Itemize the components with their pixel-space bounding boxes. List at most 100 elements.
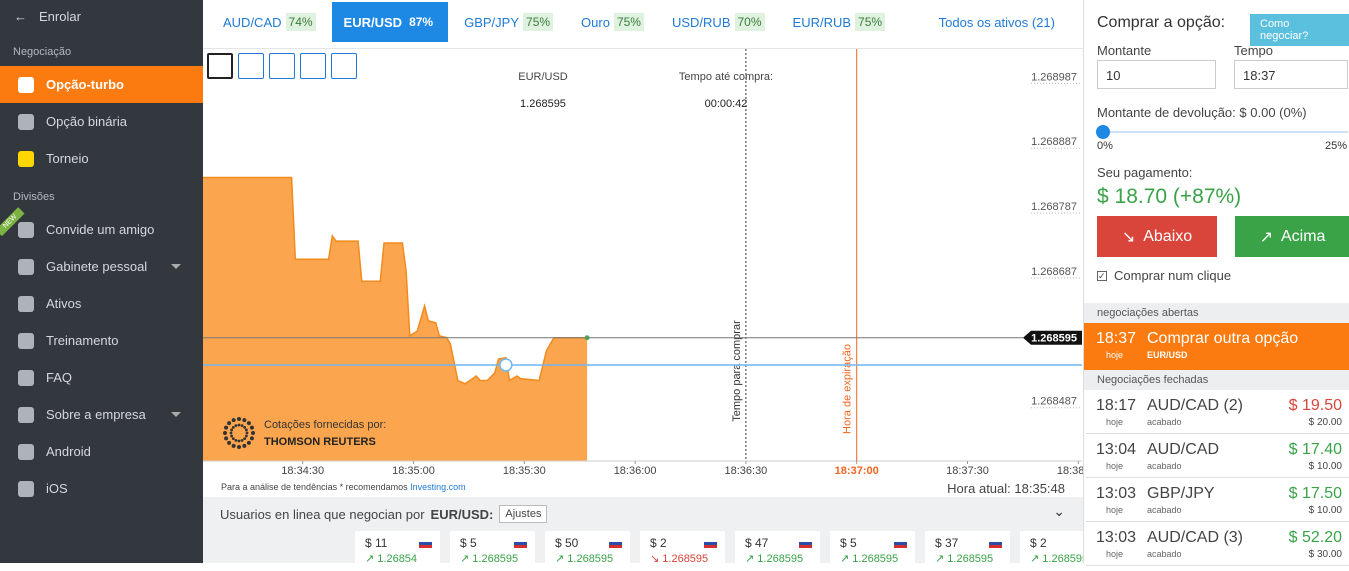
clock-value: 18:35:48 <box>1014 481 1065 496</box>
nav-label: Gabinete pessoal <box>46 259 148 274</box>
tool-area[interactable] <box>207 53 233 79</box>
x-tick-label: 18:36:00 <box>614 465 657 477</box>
logo-dot <box>230 428 234 432</box>
nav-item[interactable]: Convide um amigo NEW <box>0 206 203 248</box>
trade-time: 18:17 <box>1096 397 1137 414</box>
collapse[interactable]: ⌄ <box>1053 503 1065 519</box>
nav-icon <box>18 443 34 460</box>
logo-dot <box>242 443 247 448</box>
nav-caret <box>171 264 181 274</box>
nav-item[interactable]: Opção-turbo <box>0 66 203 103</box>
refund-value: $ 0.00 (0%) <box>1239 105 1307 120</box>
trade-time: 13:04 <box>1096 441 1137 458</box>
all-assets[interactable]: Todos os ativos (21) <box>938 15 1055 30</box>
down-button[interactable]: ↘ Abaixo <box>1097 216 1217 257</box>
y-tick-label: 1.268687 <box>1031 266 1077 278</box>
payout-label: Seu pagamento: <box>1097 165 1193 180</box>
asset-tab[interactable]: EUR/USD 87% <box>331 2 449 42</box>
logo-dot <box>230 434 234 438</box>
settings-select[interactable]: Ajustes <box>499 505 548 523</box>
provider-label: Cotações fornecidas por: <box>264 419 386 431</box>
amount-input[interactable]: 10 <box>1097 60 1216 89</box>
tool-zoom-out[interactable] <box>269 53 295 79</box>
card-flag <box>419 539 432 548</box>
logo-dot <box>243 437 247 441</box>
tool-zoom-in[interactable] <box>300 53 326 79</box>
logo-dot <box>245 431 249 435</box>
back-link[interactable]: ← Enrolar <box>0 0 203 32</box>
asset-tab[interactable]: AUD/CAD 74% <box>211 2 328 42</box>
logo-dot <box>227 421 232 426</box>
card-flag <box>989 539 1002 548</box>
trade-payout: $ 17.50 <box>1288 485 1342 502</box>
slider-knob[interactable] <box>1096 125 1110 139</box>
note-link[interactable]: Investing.com <box>410 482 466 492</box>
nav-item[interactable]: Opção binária <box>0 103 203 140</box>
user-card: $ 37 ↗ 1.268595 <box>925 531 1010 571</box>
nav-label: FAQ <box>46 370 73 385</box>
nav-item[interactable]: Treinamento <box>0 322 203 359</box>
logo-dot <box>237 439 241 443</box>
up-button[interactable]: ↗ Acima <box>1235 216 1349 257</box>
logo-dot <box>244 428 248 432</box>
online-text: Usuarios en linea que negocian por <box>220 506 425 522</box>
time-select[interactable]: 18:37 <box>1234 60 1348 89</box>
down-icon: ↘ <box>1121 228 1136 246</box>
closed-trade: 18:17 hoje AUD/CAD (2) acabado $ 19.50 $ 20.0… <box>1086 390 1349 434</box>
one-click[interactable]: ✓ Comprar num clique <box>1097 268 1231 283</box>
nav-item[interactable]: iOS <box>0 470 203 507</box>
tool-candles[interactable] <box>238 53 264 79</box>
logo-dot <box>243 425 247 429</box>
nav-item[interactable]: Sobre a empresa <box>0 396 203 433</box>
logo-dot <box>237 445 241 449</box>
trade-time: 13:03 <box>1096 529 1137 546</box>
trade-payout: $ 19.50 <box>1288 397 1342 414</box>
help-button[interactable]: Como negociar? <box>1250 14 1349 46</box>
logo-dot <box>231 418 236 423</box>
logo-dot <box>251 431 255 435</box>
x-tick-label: 18:37:30 <box>946 465 989 477</box>
trend-note: Para a análise de tendências * recomenda… <box>221 482 466 492</box>
tab-payout: 75% <box>613 13 644 31</box>
tool-undo[interactable] <box>331 53 357 79</box>
card-amount: $ 5 <box>460 536 477 550</box>
logo-dot <box>234 424 238 428</box>
online-users: Usuarios en linea que negocian por EUR/US… <box>203 497 1105 571</box>
tab-name: USD/RUB <box>671 14 731 30</box>
y-tick-label: 1.268487 <box>1031 396 1077 408</box>
card-arrow: ↗ <box>365 553 378 565</box>
open-trade[interactable]: 18:37 hoje Comprar outra opção EUR/USD <box>1084 323 1349 370</box>
logo-dot <box>249 425 254 430</box>
trade-stake: $ 20.00 <box>1308 417 1342 428</box>
tab-name: EUR/USD <box>343 14 403 30</box>
asset-tab[interactable]: USD/RUB 70% <box>660 2 777 42</box>
nav-item[interactable]: Gabinete pessoal <box>0 248 203 285</box>
card-arrow: ↗ <box>935 553 948 565</box>
nav-icon <box>18 480 34 497</box>
nav-item[interactable]: Torneio <box>0 140 203 177</box>
card-price-value: 1.268595 <box>472 553 519 565</box>
online-title: Usuarios en linea que negocian por EUR/US… <box>220 505 548 523</box>
logo-dot <box>231 425 235 429</box>
trade-day: hoje <box>1106 549 1124 559</box>
asset-tab[interactable]: Ouro 75% <box>569 2 656 42</box>
card-flag <box>799 539 812 548</box>
checkbox[interactable]: ✓ <box>1097 270 1107 281</box>
user-card: $ 50 ↗ 1.268595 <box>545 531 630 571</box>
nav-item[interactable]: FAQ <box>0 359 203 396</box>
card-flag <box>704 539 717 548</box>
asset-tab[interactable]: GBP/JPY 75% <box>452 2 565 42</box>
logo-dot <box>234 438 238 442</box>
user-card: $ 5 ↗ 1.268595 <box>830 531 915 571</box>
asset-tab[interactable]: EUR/RUB 75% <box>781 2 898 42</box>
tab-payout: 70% <box>734 13 765 31</box>
order-panel: Comprar a opção: Como negociar? Montante… <box>1083 0 1349 566</box>
card-price: ↗ 1.268595 <box>460 552 535 565</box>
trade-status: acabado <box>1147 461 1182 471</box>
price-chart: 1.268487 1.268687 1.268787 1.268887 1.268987… <box>203 48 1083 477</box>
nav-item[interactable]: Android <box>0 433 203 470</box>
card-price-value: 1.268595 <box>567 553 614 565</box>
tab-payout: 74% <box>285 13 316 31</box>
nav-item[interactable]: Ativos <box>0 285 203 322</box>
card-price: ↘ 1.268595 <box>650 552 725 565</box>
